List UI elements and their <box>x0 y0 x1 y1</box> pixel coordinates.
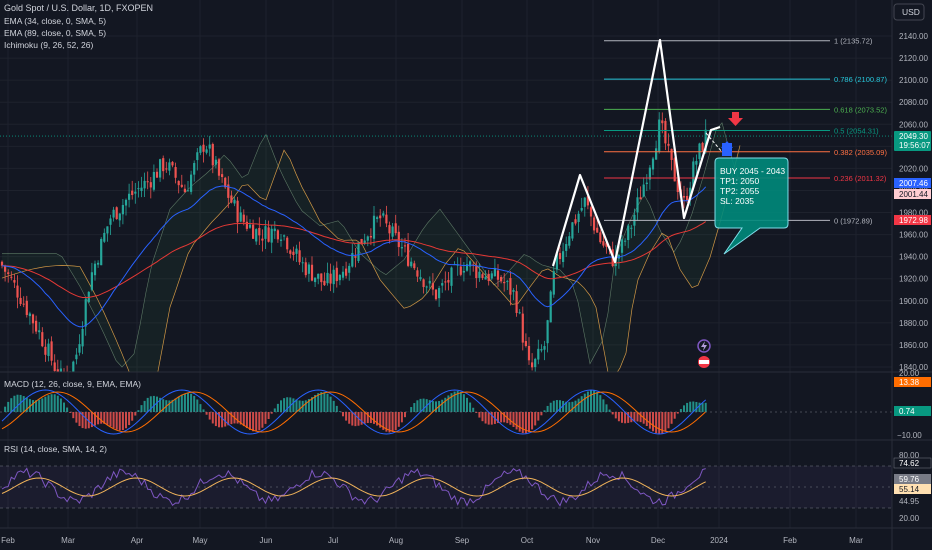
rsi-ma-line <box>1 477 706 497</box>
time-tick-label: Sep <box>455 536 470 545</box>
fib-level-label: 0.786 (2100.87) <box>834 75 887 84</box>
rsi-value-label: 59.76 <box>894 474 931 484</box>
price-tick-label: 2100.00 <box>899 76 928 85</box>
svg-text:19:56:07: 19:56:07 <box>899 141 931 150</box>
macd-value-label: 13.38 <box>894 377 931 387</box>
indicator-ichimoku-legend[interactable]: Ichimoku (9, 26, 52, 26) <box>4 40 93 50</box>
price-tick-label: 1980.00 <box>899 209 928 218</box>
svg-text:55.14: 55.14 <box>899 485 920 494</box>
ema-89-line <box>1 221 706 298</box>
indicator-ema34-legend[interactable]: EMA (34, close, 0, SMA, 5) <box>4 16 106 26</box>
currency-button[interactable]: USD <box>893 3 925 21</box>
time-tick-label: Mar <box>849 536 863 545</box>
time-tick-label: May <box>192 536 207 545</box>
price-tick-label: 1940.00 <box>899 253 928 262</box>
rsi-80-tick: 80.00 <box>899 451 920 460</box>
macd-pane[interactable] <box>0 389 892 435</box>
fib-level-label: 0.382 (2035.09) <box>834 148 887 157</box>
time-axis[interactable]: Feb Mar Apr May Jun Jul Aug Sep Oct Nov Dec 2024 Feb… <box>1 536 863 545</box>
last-price-label: 2049.30 19:56:07 <box>894 131 931 151</box>
macd-line <box>1 389 707 435</box>
rsi-mid-value-label: 55.14 <box>894 484 931 494</box>
ichimoku-price-label: 1972.98 <box>894 215 931 225</box>
price-axis[interactable]: 2140.002120.002100.002080.002060.002040.… <box>899 32 928 372</box>
rsi-pane[interactable] <box>0 465 892 509</box>
price-tick-label: 2020.00 <box>899 164 928 173</box>
macd-legend[interactable]: MACD (12, 26, close, 9, EMA, EMA) <box>4 379 141 389</box>
rsi-20-tick: 20.00 <box>899 514 920 523</box>
zigzag-dashed-line <box>705 132 723 153</box>
price-tick-label: 2140.00 <box>899 32 928 41</box>
price-tick-label: 1840.00 <box>899 363 928 372</box>
ema-34-line <box>1 185 707 328</box>
ema89-price-label: 2001.44 <box>894 189 931 199</box>
price-tick-label: 2060.00 <box>899 120 928 129</box>
svg-text:USD: USD <box>902 7 920 17</box>
time-tick-label: Jul <box>328 536 338 545</box>
macd-top-tick: 20.00 <box>899 369 920 378</box>
svg-text:0.74: 0.74 <box>899 407 915 416</box>
indicator-ema89-legend[interactable]: EMA (89, close, 0, SMA, 5) <box>4 28 106 38</box>
macd-signal-line <box>1 391 707 433</box>
svg-text:13.38: 13.38 <box>899 378 920 387</box>
symbol-title[interactable]: Gold Spot / U.S. Dollar, 1D, FXOPEN <box>4 3 153 13</box>
time-tick-label: Apr <box>131 536 144 545</box>
time-tick-label: Oct <box>521 536 534 545</box>
time-tick-label: Mar <box>61 536 75 545</box>
macd-bottom-tick: −10.00 <box>897 431 922 440</box>
svg-text:2049.30: 2049.30 <box>899 132 928 141</box>
time-tick-label: Feb <box>1 536 15 545</box>
ema34-price-label: 2007.46 <box>894 178 931 188</box>
svg-text:2007.46: 2007.46 <box>899 179 928 188</box>
svg-text:74.62: 74.62 <box>899 459 920 468</box>
svg-text:59.76: 59.76 <box>899 475 920 484</box>
rsi-legend[interactable]: RSI (14, close, SMA, 14, 2) <box>4 444 107 454</box>
price-tick-label: 1920.00 <box>899 275 928 284</box>
price-tick-label: 1880.00 <box>899 319 928 328</box>
candlesticks <box>0 112 707 372</box>
fib-level-label: 0.236 (2011.32) <box>834 174 887 183</box>
trade-note-callout[interactable]: BUY 2045 - 2043 TP1: 2050 TP2: 2055 SL: 203… <box>714 157 789 255</box>
fib-level-label: 1 (2135.72) <box>834 37 873 46</box>
time-tick-label: Aug <box>389 536 403 545</box>
price-tick-label: 1900.00 <box>899 297 928 306</box>
rsi-ma-value-label: 74.62 <box>893 457 932 469</box>
macd-hist-value-label: 0.74 <box>894 406 931 416</box>
svg-text:1972.98: 1972.98 <box>899 216 928 225</box>
time-tick-label: Jun <box>260 536 273 545</box>
macd-histogram <box>4 390 707 435</box>
sell-arrow-icon[interactable] <box>728 112 743 126</box>
flash-icon[interactable] <box>697 339 711 353</box>
price-tick-label: 2120.00 <box>899 54 928 63</box>
rsi-low-tick: 44.95 <box>899 497 920 506</box>
price-tick-label: 1960.00 <box>899 231 928 240</box>
svg-text:2001.44: 2001.44 <box>899 190 928 199</box>
buy-arrow-icon[interactable] <box>721 141 733 156</box>
fib-level-label: 0 (1972.89) <box>834 216 873 225</box>
time-tick-label: Feb <box>783 536 797 545</box>
zigzag-pattern-line[interactable] <box>551 38 721 267</box>
time-tick-label: 2024 <box>710 536 728 545</box>
time-tick-label: Nov <box>586 536 600 545</box>
fib-level-label: 0.5 (2054.31) <box>834 127 879 136</box>
time-tick-label: Dec <box>651 536 665 545</box>
rsi-line <box>1 467 706 507</box>
fib-level-label: 0.618 (2073.52) <box>834 105 887 114</box>
flag-icon[interactable] <box>698 356 710 368</box>
price-tick-label: 1860.00 <box>899 341 928 350</box>
price-tick-label: 2080.00 <box>899 98 928 107</box>
